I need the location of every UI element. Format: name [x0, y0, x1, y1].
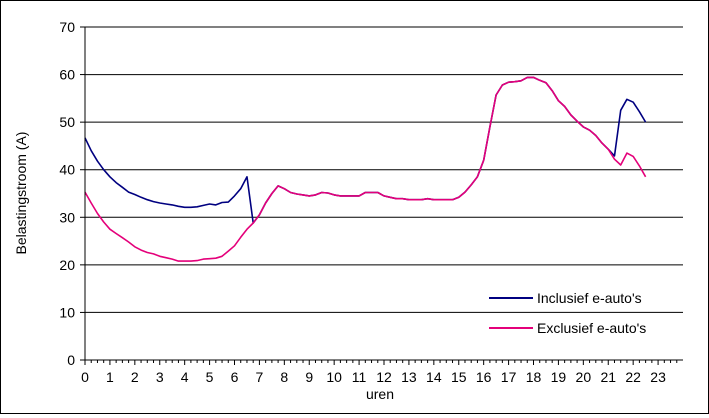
x-tick-label: 11 [352, 369, 367, 385]
x-tick-label: 5 [206, 369, 214, 385]
x-tick-label: 21 [600, 369, 616, 385]
series-line-exclusief [84, 76, 647, 262]
x-tick-label: 7 [256, 369, 264, 385]
y-tick-labels: 0 10 20 30 40 50 60 70 [59, 19, 85, 368]
legend-label-exclusief: Exclusief e-auto's [537, 320, 646, 336]
x-tick-label: 8 [280, 369, 288, 385]
y-tick-label: 20 [59, 257, 75, 273]
x-tick-label: 17 [501, 369, 517, 385]
x-tick-label: 22 [625, 369, 641, 385]
x-tick-labels: 0 1 2 3 4 5 6 7 8 9 10 11 12 13 14 15 16 17 18 19 20 21 22 23 [81, 360, 678, 385]
y-tick-label: 40 [59, 162, 75, 178]
series-line-inclusief [84, 76, 647, 224]
x-tick-label: 3 [156, 369, 164, 385]
x-tick-label: 23 [650, 369, 666, 385]
y-tick-label: 50 [59, 114, 75, 130]
x-tick-label: 14 [426, 369, 442, 385]
x-tick-label: 2 [131, 369, 139, 385]
legend-label-inclusief: Inclusief e-auto's [537, 290, 642, 306]
y-axis-title: Belastingstroom (A) [13, 132, 29, 255]
x-tick-label: 10 [326, 369, 342, 385]
x-tick-label: 12 [376, 369, 392, 385]
x-tick-label: 4 [181, 369, 189, 385]
x-tick-label: 0 [81, 369, 89, 385]
series-lines [84, 76, 647, 262]
legend: Inclusief e-auto's Exclusief e-auto's [489, 290, 646, 336]
x-tick-label: 15 [451, 369, 467, 385]
y-tick-label: 70 [59, 19, 75, 35]
x-axis-title: uren [366, 386, 394, 402]
x-tick-label: 16 [476, 369, 492, 385]
y-tick-label: 0 [67, 352, 75, 368]
y-tick-label: 10 [59, 304, 75, 320]
x-tick-label: 1 [106, 369, 114, 385]
x-tick-label: 20 [576, 369, 592, 385]
x-tick-label: 19 [551, 369, 567, 385]
x-tick-label: 9 [305, 369, 313, 385]
x-tick-label: 18 [526, 369, 542, 385]
x-tick-label: 13 [401, 369, 417, 385]
x-tick-label: 6 [231, 369, 239, 385]
y-tick-label: 30 [59, 209, 75, 225]
y-tick-label: 60 [59, 67, 75, 83]
gridlines [85, 26, 683, 313]
axes [84, 27, 683, 361]
